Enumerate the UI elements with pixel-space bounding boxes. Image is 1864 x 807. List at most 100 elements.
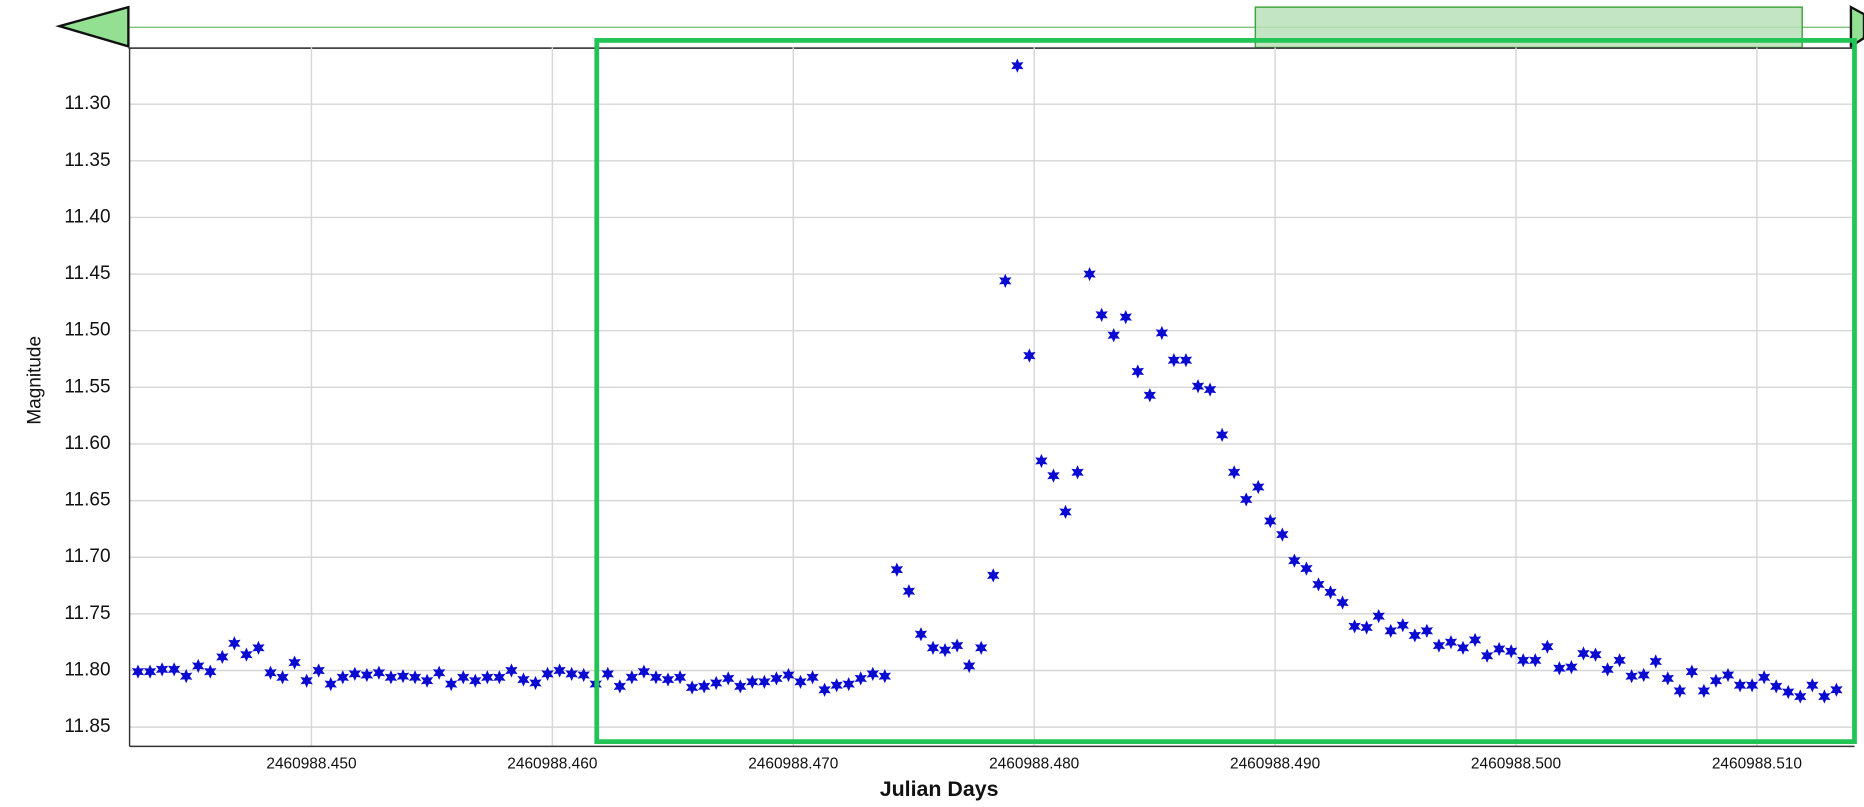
x-tick-label: 2460988.510 [1712,755,1802,772]
data-point [1167,353,1181,368]
data-point [1276,527,1289,542]
data-point [890,562,904,577]
data-point [1625,669,1638,684]
data-point [192,658,205,674]
data-point [1023,348,1036,363]
data-point [1432,638,1446,653]
data-point [1794,689,1807,704]
data-point [999,273,1012,289]
y-tick-label: 11.45 [64,263,110,284]
data-point [902,584,916,599]
data-point [1360,620,1373,635]
data-point [1179,353,1193,368]
data-point [360,667,374,683]
data-point [1408,628,1422,643]
data-point [1119,309,1132,325]
data-point [1336,595,1349,610]
data-point [613,679,627,694]
data-point [1240,492,1253,507]
data-point [950,638,964,653]
data-point [661,672,675,687]
selection-box[interactable] [594,38,1857,745]
data-point [1035,453,1048,469]
data-point [529,675,542,691]
data-point [914,627,928,642]
data-point [637,664,651,679]
data-point [649,670,663,685]
data-point [565,666,578,682]
data-point [1505,644,1518,659]
data-point [541,666,554,682]
data-point [794,674,807,689]
y-tick-label: 11.85 [64,716,110,737]
data-point [396,669,410,684]
data-point [1143,388,1157,403]
data-point [1215,427,1229,443]
data-point [1456,640,1470,655]
data-point [1782,684,1795,700]
data-point [1059,504,1072,520]
data-point [1264,513,1277,529]
data-point [1191,379,1205,394]
data-point [1770,679,1783,694]
data-point [601,666,614,682]
data-point [878,669,892,684]
data-point [1300,561,1313,576]
data-point [854,671,867,686]
data-point [384,670,398,685]
data-point [926,640,940,655]
data-point [722,671,735,686]
data-point [1673,683,1687,699]
data-point [1480,648,1494,663]
data-point [1324,585,1337,600]
data-point [1589,647,1602,662]
data-point [866,666,879,682]
data-point [746,674,759,689]
navigator-left-arrow[interactable] [55,5,130,48]
data-point [481,670,494,685]
data-point [1830,682,1843,697]
data-point [1107,328,1120,343]
data-point [420,673,434,688]
data-point [336,670,349,685]
data-point [1601,662,1614,677]
x-tick-label: 2460988.450 [266,755,356,772]
data-point [1288,553,1301,568]
data-point [975,640,988,655]
navigator-right-arrow[interactable] [1849,5,1864,49]
data-point [408,670,422,685]
data-point [1685,664,1699,679]
data-point [445,676,458,692]
data-point [1372,609,1385,624]
data-point [1649,654,1662,669]
data-point [685,680,699,695]
y-tick-label: 11.55 [64,376,110,397]
x-tick-label: 2460988.490 [1230,755,1320,772]
data-point [517,672,530,687]
data-point [770,671,783,686]
data-point [1565,659,1578,675]
data-point [1312,577,1325,592]
data-point [758,674,771,689]
data-point [204,664,217,679]
data-point [469,673,482,688]
data-point [143,664,157,679]
x-tick-label: 2460988.480 [989,755,1079,772]
data-point [962,658,976,674]
data-point [457,670,470,685]
data-point [673,670,687,685]
data-point [1757,670,1771,685]
data-point [782,667,795,683]
data-point [180,669,193,684]
data-point [806,670,819,685]
data-point [167,662,181,677]
data-point [300,673,313,688]
data-point [987,568,1000,583]
data-point [1577,646,1590,661]
data-point [1721,667,1735,683]
data-point [1661,671,1674,686]
data-point [710,675,723,691]
